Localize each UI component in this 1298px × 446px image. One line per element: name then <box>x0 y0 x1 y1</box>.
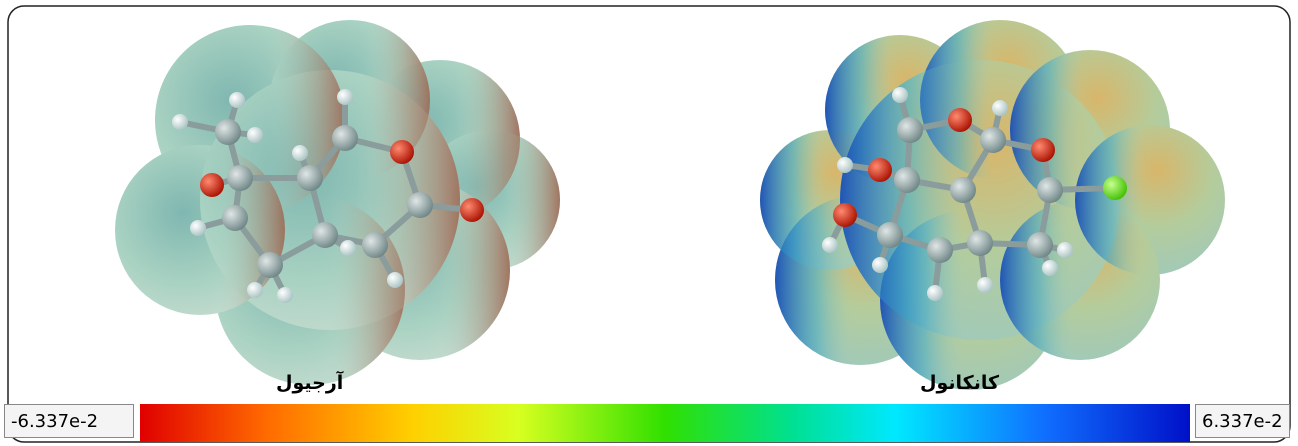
atom <box>822 237 838 253</box>
atom <box>215 119 241 145</box>
atom <box>877 222 903 248</box>
atom <box>833 203 857 227</box>
colorbar-min-label: -6.337e-2 <box>4 404 134 438</box>
atom <box>312 222 338 248</box>
atom <box>892 87 908 103</box>
atom <box>927 237 953 263</box>
molecule-right <box>760 20 1225 390</box>
atom <box>227 165 253 191</box>
molecule-left <box>115 20 560 385</box>
colorbar-max-label: 6.337e-2 <box>1195 404 1290 438</box>
atom <box>897 117 923 143</box>
atom <box>992 100 1008 116</box>
molecule-label: کانکانول <box>920 372 999 394</box>
atom <box>1042 260 1058 276</box>
molecule-label: آرجیول <box>276 372 343 394</box>
atom <box>837 157 853 173</box>
atom <box>297 165 323 191</box>
atom <box>229 92 245 108</box>
atom <box>362 232 388 258</box>
atom <box>247 282 263 298</box>
atom <box>948 108 972 132</box>
color-bar <box>140 404 1190 442</box>
atom <box>980 127 1006 153</box>
atom <box>868 158 892 182</box>
atom <box>292 145 308 161</box>
surface-tint <box>840 60 1120 340</box>
atom <box>277 287 293 303</box>
atom <box>1031 138 1055 162</box>
figure-art <box>0 0 1298 446</box>
atom <box>967 230 993 256</box>
atom <box>1103 176 1127 200</box>
atom <box>257 252 283 278</box>
atom <box>1057 242 1073 258</box>
atom <box>407 192 433 218</box>
atom <box>200 173 224 197</box>
atom <box>172 114 188 130</box>
atom <box>190 220 206 236</box>
atom <box>222 205 248 231</box>
atom <box>387 272 403 288</box>
atom <box>332 125 358 151</box>
atom <box>1027 232 1053 258</box>
atom <box>337 89 353 105</box>
atom <box>460 198 484 222</box>
atom <box>340 240 356 256</box>
figure: آرجیول کانکانول -6.337e-2 6.337e-2 <box>0 0 1298 446</box>
atom <box>872 257 888 273</box>
atom <box>927 285 943 301</box>
atom <box>894 167 920 193</box>
atom <box>950 177 976 203</box>
atom <box>390 140 414 164</box>
atom <box>1037 177 1063 203</box>
atom <box>247 127 263 143</box>
atom <box>977 277 993 293</box>
